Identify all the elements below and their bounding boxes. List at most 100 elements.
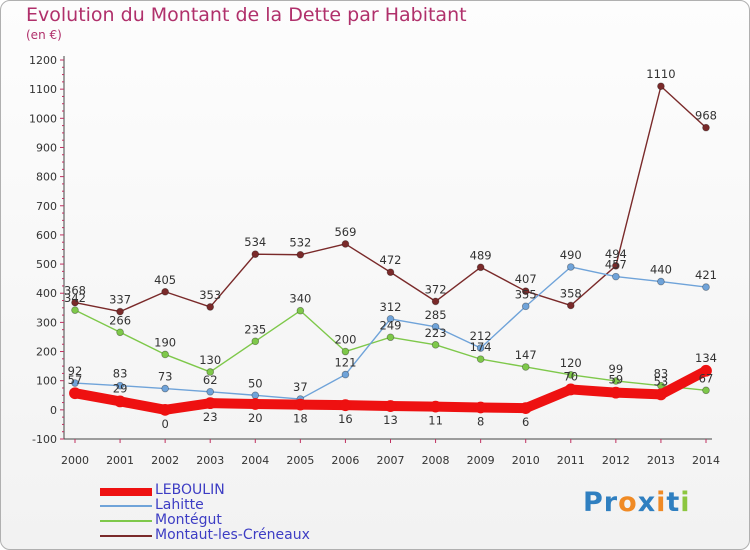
data-label: 342 [64,291,86,305]
data-label: 120 [560,356,582,370]
y-tick-label: 800 [36,171,57,184]
data-point [431,322,440,331]
data-point [474,401,487,414]
data-point [702,283,710,291]
data-point [116,381,124,390]
data-label: 0 [161,417,168,431]
data-point [161,384,169,393]
data-label: 190 [154,335,176,349]
data-label: 457 [605,258,627,272]
data-point [431,341,440,349]
data-point [609,386,622,399]
data-point [566,371,575,379]
chart-title: Evolution du Montant de la Dette par Hab… [26,4,467,26]
data-point [521,287,530,295]
legend-swatch-montegut [100,520,152,522]
data-point [161,287,169,296]
data-point [341,240,350,248]
data-label: 358 [560,286,582,300]
data-point [655,388,667,401]
data-point [612,377,620,385]
y-tick-label: -100 [32,433,57,446]
data-label: 37 [293,380,308,394]
y-tick-label: 500 [36,258,57,271]
legend-label: Lahitte [155,497,204,513]
legend-label: Montégut [155,512,222,528]
data-point [657,277,665,286]
x-tick-label: 2008 [422,454,450,467]
data-label: 130 [199,353,221,367]
data-label: 18 [293,412,308,426]
data-point [566,263,575,271]
data-label: 534 [244,235,266,249]
legend-label: LEBOULIN [155,482,225,498]
data-label: 121 [334,356,356,370]
data-point [116,307,124,316]
y-tick-label: 0 [50,404,57,417]
logo-letter: i [656,487,667,518]
data-label: 532 [289,236,311,250]
x-tick-label: 2013 [647,454,675,467]
y-tick-label: 100 [36,375,57,388]
x-tick-label: 2007 [377,454,405,467]
data-point [521,363,530,371]
data-point [521,302,530,311]
data-label: 407 [515,272,537,286]
data-point [386,268,395,277]
data-point [161,350,169,359]
data-label: 70 [563,369,578,383]
data-label: 83 [654,367,669,381]
y-tick-label: 400 [36,287,57,300]
data-label: 73 [158,370,173,384]
data-label: 16 [338,412,353,426]
x-tick-label: 2001 [106,454,134,467]
x-tick-label: 2002 [151,454,179,467]
data-label: 312 [380,300,402,314]
x-tick-label: 2000 [61,454,89,467]
data-point [251,250,260,258]
data-label: 99 [609,362,624,376]
data-label: 212 [470,329,492,343]
data-point [296,306,305,315]
data-point [294,398,307,411]
y-tick-label: 1200 [29,54,57,67]
data-label: 569 [334,225,356,239]
data-point [702,123,710,132]
data-label: 53 [654,374,669,388]
data-point [476,344,485,352]
chart-unit: (en €) [26,28,62,42]
x-tick-label: 2014 [692,454,720,467]
data-label: 134 [695,351,717,365]
data-label: 13 [383,413,398,427]
data-point [386,315,395,323]
data-label: 29 [113,381,128,395]
x-tick-label: 2010 [512,454,540,467]
data-point [429,400,442,413]
data-label: 405 [154,273,176,287]
legend-swatch-leboulin [100,488,152,496]
data-label: 83 [113,367,128,381]
data-point [159,403,172,416]
data-label: 421 [695,268,717,282]
legend-label: Montaut-les-Créneaux [155,527,310,543]
data-label: 266 [109,313,131,327]
data-label: 337 [109,293,131,307]
data-label: 92 [68,364,83,378]
y-tick-label: 700 [36,200,57,213]
data-label: 147 [515,348,537,362]
data-point [341,347,350,356]
data-point [206,387,215,396]
data-point [339,399,352,412]
data-label: 223 [425,326,447,340]
legend-swatch-lahitte [100,505,152,507]
data-label: 368 [64,284,86,298]
logo-letter: P [583,487,604,518]
data-point [71,379,79,387]
data-point [249,398,262,410]
data-label: 6 [522,415,529,429]
y-tick-label: 600 [36,229,57,242]
data-point [612,262,620,270]
data-label: 62 [203,373,218,387]
data-label: 20 [248,411,263,425]
